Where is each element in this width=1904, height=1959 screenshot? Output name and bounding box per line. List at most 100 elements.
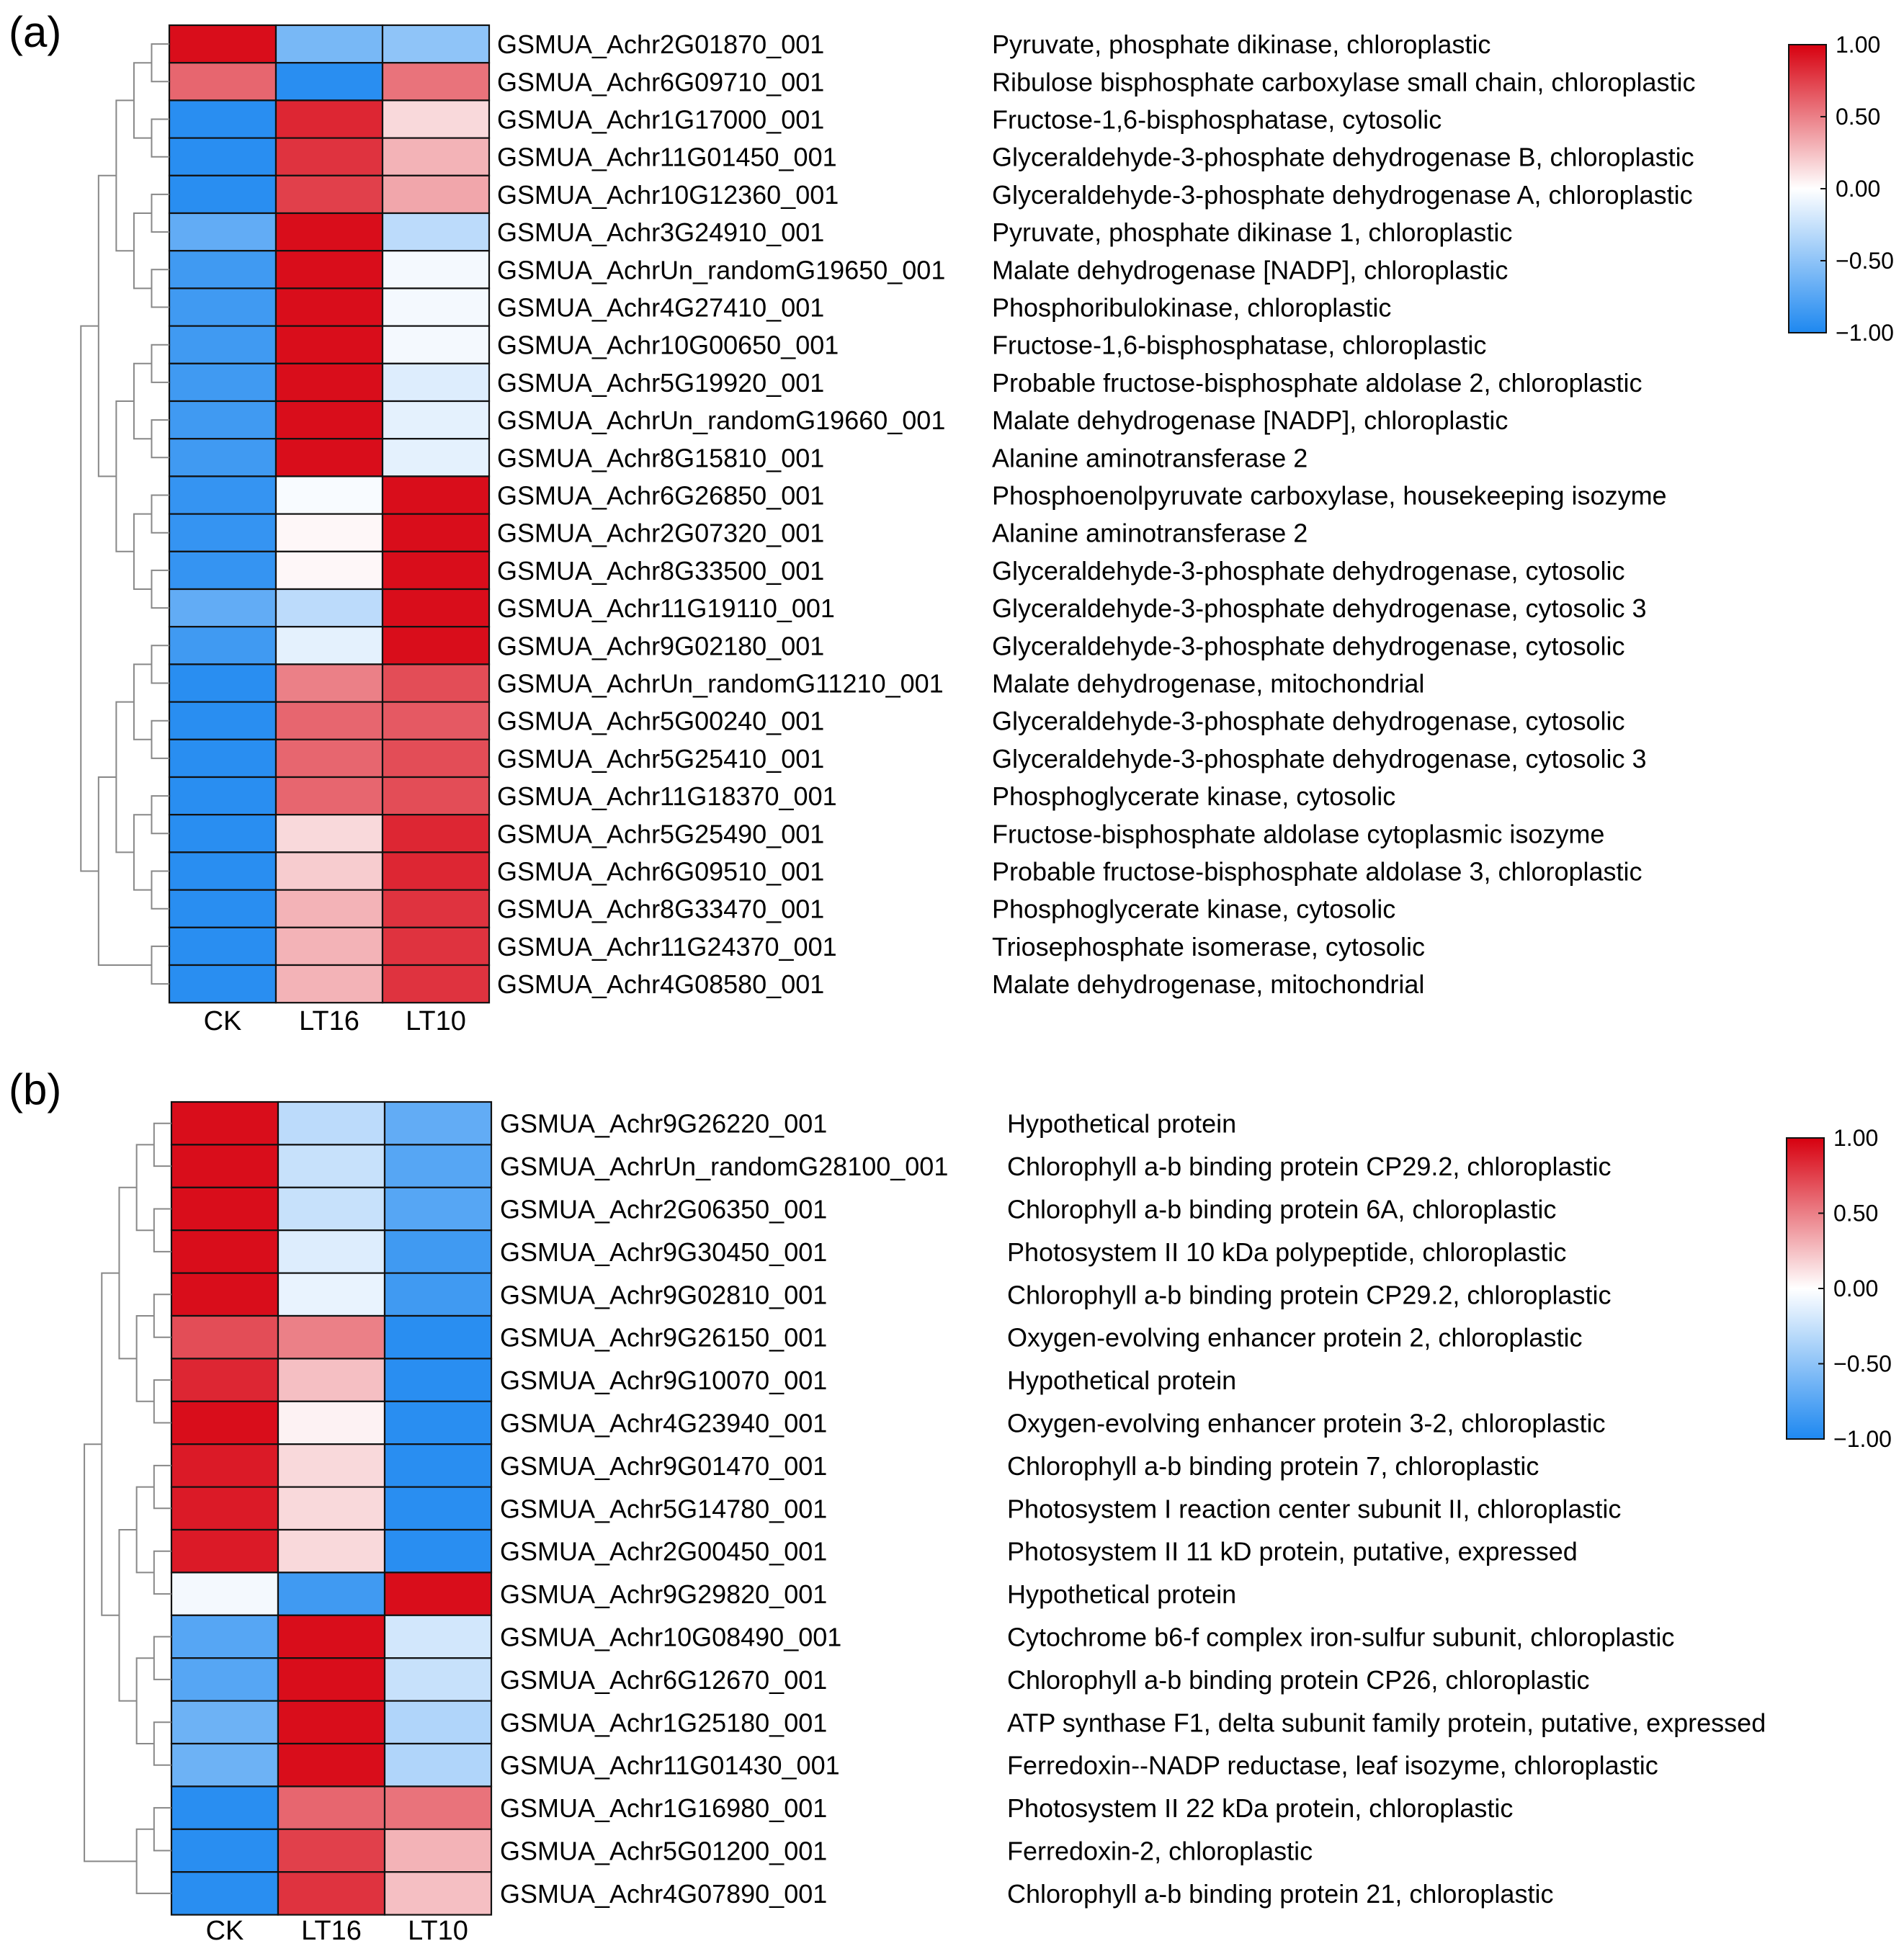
dendrogram-branch (135, 1315, 154, 1402)
heatmap-cell (170, 1229, 280, 1274)
gene-id-label: GSMUA_Achr5G14780_001 (500, 1494, 827, 1523)
heatmap-cell (168, 776, 277, 816)
gene-id-label: GSMUA_Achr9G26150_001 (500, 1323, 827, 1353)
colorbar (1786, 1137, 1825, 1440)
heatmap-cell (381, 24, 491, 64)
heatmap-cell (274, 212, 384, 252)
column-label: LT16 (299, 1006, 359, 1036)
heatmap-cell (168, 851, 277, 891)
heatmap-cell (277, 1186, 386, 1232)
heatmap-cell (381, 250, 491, 290)
gene-description-label: Glyceraldehyde-3-phosphate dehydrogenase… (992, 556, 1625, 586)
gene-description-label: Photosystem II 22 kDa protein, chloropla… (1007, 1793, 1513, 1823)
heatmap-cell (274, 926, 384, 967)
heatmap-cell (168, 250, 277, 290)
gene-id-label: GSMUA_Achr5G00240_001 (497, 707, 824, 736)
heatmap-cell (170, 1572, 280, 1616)
heatmap-cell (381, 851, 491, 891)
gene-id-label: GSMUA_Achr9G01470_001 (500, 1451, 827, 1481)
heatmap-cell (274, 626, 384, 665)
dendrogram-branch (135, 1657, 154, 1744)
heatmap-cell (381, 926, 491, 967)
gene-id-label: GSMUA_Achr5G25490_001 (497, 819, 824, 848)
heatmap-cell (277, 1785, 386, 1830)
heatmap-cell (381, 701, 491, 740)
gene-description-label: Chlorophyll a-b binding protein CP29.2, … (1007, 1152, 1611, 1181)
heatmap-cell (170, 1400, 280, 1445)
heatmap-cell (274, 137, 384, 176)
colorbar-tick-label: −1.00 (1836, 320, 1894, 346)
heatmap-cell (381, 738, 491, 779)
row-dendrogram (84, 1122, 171, 1894)
gene-description-label: Glyceraldehyde-3-phosphate dehydrogenase… (992, 744, 1647, 774)
gene-id-label: GSMUA_Achr4G08580_001 (497, 969, 824, 999)
dendrogram-branch (133, 814, 152, 891)
heatmap-cell (383, 1400, 493, 1445)
heatmap-cell (168, 212, 277, 252)
heatmap-cell (168, 964, 277, 1004)
gene-id-label: GSMUA_Achr1G17000_001 (497, 104, 824, 134)
heatmap-cell (277, 1229, 386, 1274)
gene-description-label: Oxygen-evolving enhancer protein 3-2, ch… (1007, 1408, 1605, 1438)
dendrogram-branch (135, 1486, 154, 1574)
dendrogram-branch (115, 400, 134, 552)
gene-id-label: GSMUA_AchrUn_randomG28100_001 (500, 1152, 948, 1181)
colorbar-tick-label: 1.00 (1833, 1125, 1878, 1151)
gene-description-label: Phosphoglycerate kinase, cytosolic (992, 781, 1395, 811)
gene-id-label: GSMUA_Achr6G09510_001 (497, 856, 824, 886)
heatmap-cell (168, 287, 277, 327)
dendrogram-branch (151, 269, 169, 308)
gene-id-label: GSMUA_Achr5G19920_001 (497, 368, 824, 398)
heatmap-cell (381, 550, 491, 591)
gene-id-label: GSMUA_Achr1G16980_001 (500, 1793, 827, 1823)
gene-description-label: Malate dehydrogenase [NADP], chloroplast… (992, 405, 1508, 435)
gene-description-label: Glyceraldehyde-3-phosphate dehydrogenase… (992, 143, 1694, 172)
heatmap-cell (277, 1144, 386, 1188)
gene-description-label: Ribulose bisphosphate carboxylase small … (992, 67, 1696, 97)
gene-id-label: GSMUA_Achr10G08490_001 (500, 1622, 841, 1651)
dendrogram-branch (153, 1721, 171, 1766)
column-label: LT10 (408, 1916, 468, 1946)
gene-id-label: GSMUA_Achr4G27410_001 (497, 292, 824, 322)
heatmap-cell (277, 1700, 386, 1745)
heatmap-cell (170, 1272, 280, 1317)
gene-id-label: GSMUA_Achr11G24370_001 (497, 932, 837, 961)
heatmap-cell (274, 400, 384, 440)
column-label: LT16 (301, 1916, 362, 1946)
heatmap-cell (170, 1614, 280, 1659)
heatmap-cell (381, 287, 491, 327)
colorbar-tick-label: −1.00 (1833, 1426, 1892, 1452)
heatmap-cell (170, 1100, 280, 1146)
dendrogram-branch (151, 870, 169, 910)
heatmap-cell (383, 1657, 493, 1702)
heatmap-cell (383, 1700, 493, 1745)
gene-description-label: Fructose-bisphosphate aldolase cytoplasm… (992, 819, 1604, 848)
heatmap-cell (381, 212, 491, 252)
heatmap-cell (168, 438, 277, 478)
gene-id-label: GSMUA_AchrUn_randomG11210_001 (497, 668, 944, 698)
heatmap-cell (274, 889, 384, 928)
gene-id-label: GSMUA_Achr3G24910_001 (497, 218, 824, 247)
gene-id-label: GSMUA_Achr6G26850_001 (497, 480, 824, 510)
gene-description-label: Alanine aminotransferase 2 (992, 443, 1308, 472)
dendrogram-branch (133, 362, 152, 440)
heatmap-cell (383, 1572, 493, 1616)
heatmap-cell (274, 174, 384, 215)
dendrogram-branch (151, 43, 169, 83)
heatmap-cell (381, 964, 491, 1004)
heatmap-cell (383, 1742, 493, 1788)
dendrogram-branch (153, 1550, 171, 1595)
heatmap-cell (274, 475, 384, 515)
heatmap-cell (277, 1486, 386, 1531)
gene-description-label: Fructose-1,6-bisphosphatase, cytosolic (992, 104, 1442, 134)
heatmap-cell (168, 738, 277, 779)
gene-description-label: Glyceraldehyde-3-phosphate dehydrogenase… (992, 707, 1625, 736)
dendrogram-branch (80, 325, 99, 872)
dendrogram-branch (118, 1186, 137, 1360)
dendrogram-branch (97, 776, 152, 966)
heatmap-cell (277, 1657, 386, 1702)
heatmap-cell (381, 814, 491, 853)
gene-id-label: GSMUA_Achr8G33470_001 (497, 895, 824, 924)
heatmap-cell (170, 1486, 280, 1531)
